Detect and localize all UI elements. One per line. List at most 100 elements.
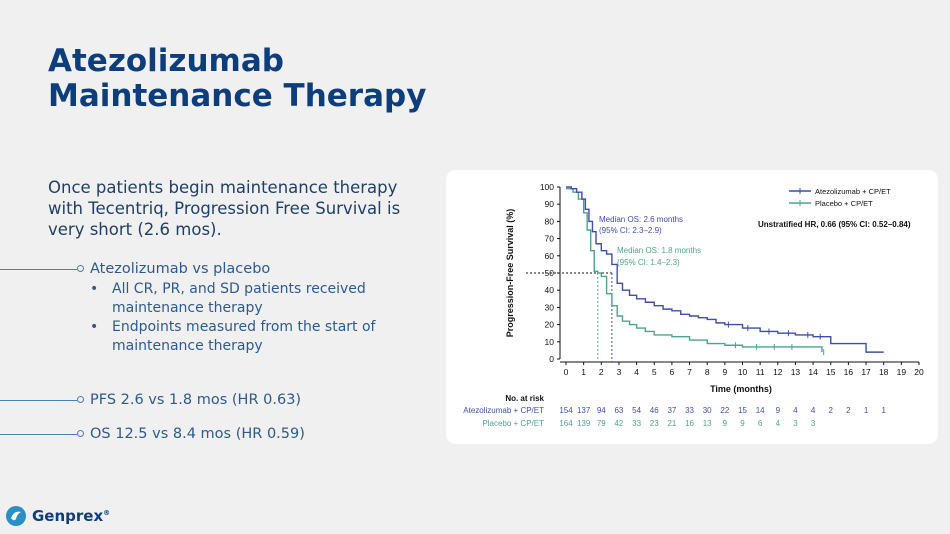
sub-bullet-text: All CR, PR, and SD patients received mai… — [112, 281, 366, 316]
bullet-line-1 — [0, 269, 77, 270]
km-curve-placebo — [566, 188, 823, 353]
bullet-os: OS 12.5 vs 8.4 mos (HR 0.59) — [90, 426, 305, 442]
sub-bullet-1: • All CR, PR, and SD patients received m… — [90, 280, 390, 318]
at-risk-value-placebo: 3 — [793, 419, 798, 428]
y-tick-label: 40 — [545, 285, 555, 295]
at-risk-value-placebo: 9 — [740, 419, 745, 428]
at-risk-value-placebo: 13 — [703, 419, 712, 428]
bullet-pfs: PFS 2.6 vs 1.8 mos (HR 0.63) — [90, 392, 302, 408]
x-axis-label: Time (months) — [710, 384, 772, 394]
sub-bullet-text: Endpoints measured from the start of mai… — [112, 319, 376, 354]
bullet-line-3 — [0, 434, 77, 435]
at-risk-value-atezo: 94 — [597, 406, 606, 415]
at-risk-value-placebo: 79 — [597, 419, 606, 428]
x-tick-label: 0 — [564, 367, 569, 377]
x-tick-label: 8 — [705, 367, 710, 377]
x-tick-label: 4 — [634, 367, 639, 377]
at-risk-value-atezo: 33 — [685, 406, 694, 415]
bullet-atezo-vs-placebo: Atezolizumab vs placebo — [90, 261, 271, 277]
km-curve-atezo — [566, 186, 884, 353]
annotation-atezo-line2: (95% CI: 2.3–2.9) — [599, 226, 662, 235]
at-risk-value-atezo: 2 — [846, 406, 851, 415]
at-risk-value-atezo: 1 — [881, 406, 886, 415]
hazard-ratio-text: Unstratified HR, 0.66 (95% CI: 0.52–0.84… — [758, 220, 911, 229]
x-tick-label: 20 — [914, 367, 924, 377]
at-risk-value-atezo: 9 — [776, 406, 781, 415]
y-axis-label: Progression-Free Survival (%) — [505, 209, 515, 338]
at-risk-value-placebo: 6 — [758, 419, 763, 428]
y-tick-label: 60 — [545, 251, 555, 261]
y-tick-label: 90 — [545, 199, 555, 209]
at-risk-value-placebo: 33 — [632, 419, 641, 428]
x-tick-label: 12 — [773, 367, 783, 377]
at-risk-label-atezo: Atezolizumab + CP/ET — [463, 406, 544, 415]
x-tick-label: 13 — [791, 367, 801, 377]
y-tick-label: 0 — [549, 354, 554, 364]
at-risk-value-placebo: 21 — [667, 419, 676, 428]
y-tick-label: 20 — [545, 320, 555, 330]
x-tick-label: 11 — [756, 367, 765, 377]
legend-placebo: Placebo + CP/ET — [815, 199, 873, 208]
at-risk-title: No. at risk — [505, 394, 544, 403]
bullet-dot-3 — [77, 430, 84, 437]
at-risk-label-placebo: Placebo + CP/ET — [482, 419, 544, 428]
x-tick-label: 10 — [738, 367, 748, 377]
intro-text: Once patients begin maintenance therapy … — [48, 178, 401, 239]
y-tick-label: 80 — [545, 216, 555, 226]
x-tick-label: 6 — [670, 367, 675, 377]
bullet-dot-2 — [77, 396, 84, 403]
at-risk-value-atezo: 4 — [793, 406, 798, 415]
annotation-atezo-line1: Median OS: 2.6 months — [599, 215, 683, 224]
title-line-2: Maintenance Therapy — [48, 78, 427, 114]
at-risk-value-placebo: 3 — [811, 419, 816, 428]
at-risk-value-atezo: 2 — [829, 406, 834, 415]
genprex-logo: Genprex® — [5, 505, 110, 527]
at-risk-value-atezo: 37 — [667, 406, 676, 415]
at-risk-value-placebo: 16 — [685, 419, 694, 428]
bullet-dot-1 — [77, 265, 84, 272]
x-tick-label: 2 — [599, 367, 604, 377]
x-tick-label: 17 — [861, 367, 871, 377]
sub-bullet-2: • Endpoints measured from the start of m… — [90, 318, 390, 356]
at-risk-value-atezo: 46 — [650, 406, 659, 415]
annotation-placebo-line1: Median OS: 1.8 months — [617, 246, 701, 255]
y-tick-label: 10 — [545, 337, 555, 347]
bullet-line-2 — [0, 400, 77, 401]
at-risk-value-placebo: 42 — [614, 419, 623, 428]
genprex-logo-text: Genprex® — [32, 507, 111, 525]
annotation-placebo-line2: (95% CI: 1.4–2.3) — [617, 258, 680, 267]
y-tick-label: 100 — [540, 182, 554, 192]
sub-bullet-marker: • — [90, 281, 99, 297]
title-line-1: Atezolizumab — [48, 43, 284, 79]
genprex-logo-icon — [6, 506, 26, 526]
x-tick-label: 5 — [652, 367, 657, 377]
at-risk-value-placebo: 23 — [650, 419, 659, 428]
at-risk-value-atezo: 4 — [811, 406, 816, 415]
sub-bullet-marker: • — [90, 319, 99, 335]
at-risk-value-atezo: 154 — [559, 406, 573, 415]
x-tick-label: 16 — [844, 367, 854, 377]
y-tick-label: 70 — [545, 234, 555, 244]
at-risk-value-placebo: 164 — [559, 419, 573, 428]
at-risk-value-atezo: 22 — [720, 406, 729, 415]
chart-panel: 0 10 20 30 40 50 60 70 80 90 100 0 1 2 3 4 5 6 7 8 9 10 11 12 13… — [446, 170, 938, 444]
at-risk-value-placebo: 4 — [776, 419, 781, 428]
x-tick-label: 19 — [897, 367, 907, 377]
x-tick-label: 15 — [826, 367, 836, 377]
x-tick-label: 18 — [879, 367, 889, 377]
registered-mark: ® — [103, 509, 111, 517]
at-risk-value-atezo: 1 — [864, 406, 869, 415]
y-tick-label: 30 — [545, 302, 555, 312]
at-risk-value-atezo: 14 — [756, 406, 765, 415]
x-tick-label: 14 — [808, 367, 818, 377]
x-tick-label: 9 — [722, 367, 727, 377]
x-tick-label: 1 — [581, 367, 586, 377]
at-risk-value-atezo: 54 — [632, 406, 641, 415]
y-tick-label: 50 — [545, 268, 555, 278]
at-risk-value-placebo: 9 — [723, 419, 728, 428]
at-risk-value-atezo: 63 — [614, 406, 623, 415]
at-risk-value-atezo: 137 — [577, 406, 591, 415]
at-risk-value-atezo: 15 — [738, 406, 747, 415]
at-risk-value-placebo: 139 — [577, 419, 591, 428]
